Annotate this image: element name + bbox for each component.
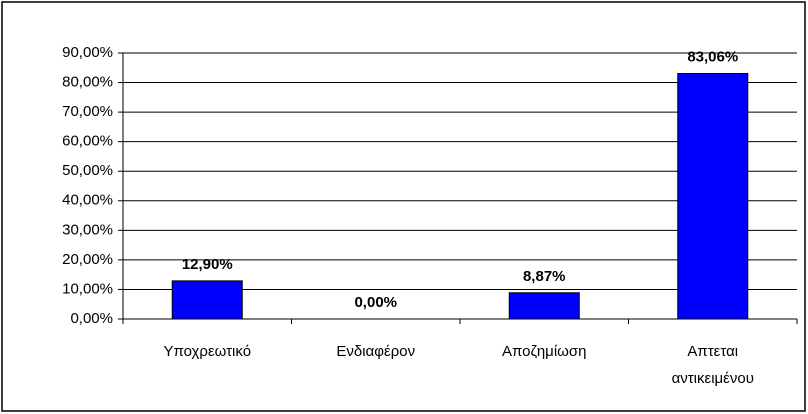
data-label: 8,87% bbox=[523, 268, 566, 285]
x-tick-label: Ενδιαφέρον bbox=[336, 343, 416, 360]
y-tick-label: 90,00% bbox=[62, 44, 113, 61]
data-label: 0,00% bbox=[354, 294, 397, 311]
bar bbox=[171, 280, 243, 320]
bar bbox=[677, 73, 749, 320]
bar bbox=[508, 292, 580, 320]
x-tick-label: Αποζημίωση bbox=[502, 343, 587, 360]
y-tick-label: 50,00% bbox=[62, 162, 113, 179]
data-label: 12,90% bbox=[182, 256, 233, 273]
y-tick-label: 10,00% bbox=[62, 280, 113, 297]
y-tick-label: 20,00% bbox=[62, 251, 113, 268]
y-tick-label: 80,00% bbox=[62, 74, 113, 91]
y-tick-label: 30,00% bbox=[62, 221, 113, 238]
y-tick-label: 60,00% bbox=[62, 133, 113, 150]
data-label: 83,06% bbox=[687, 48, 738, 65]
y-tick-label: 40,00% bbox=[62, 192, 113, 209]
y-tick-label: 70,00% bbox=[62, 103, 113, 120]
y-tick-label: 0,00% bbox=[70, 310, 113, 327]
x-tick-label: Υποχρεωτικό bbox=[163, 343, 252, 360]
x-tick-label: Απτεται αντικειμένου bbox=[671, 343, 754, 387]
